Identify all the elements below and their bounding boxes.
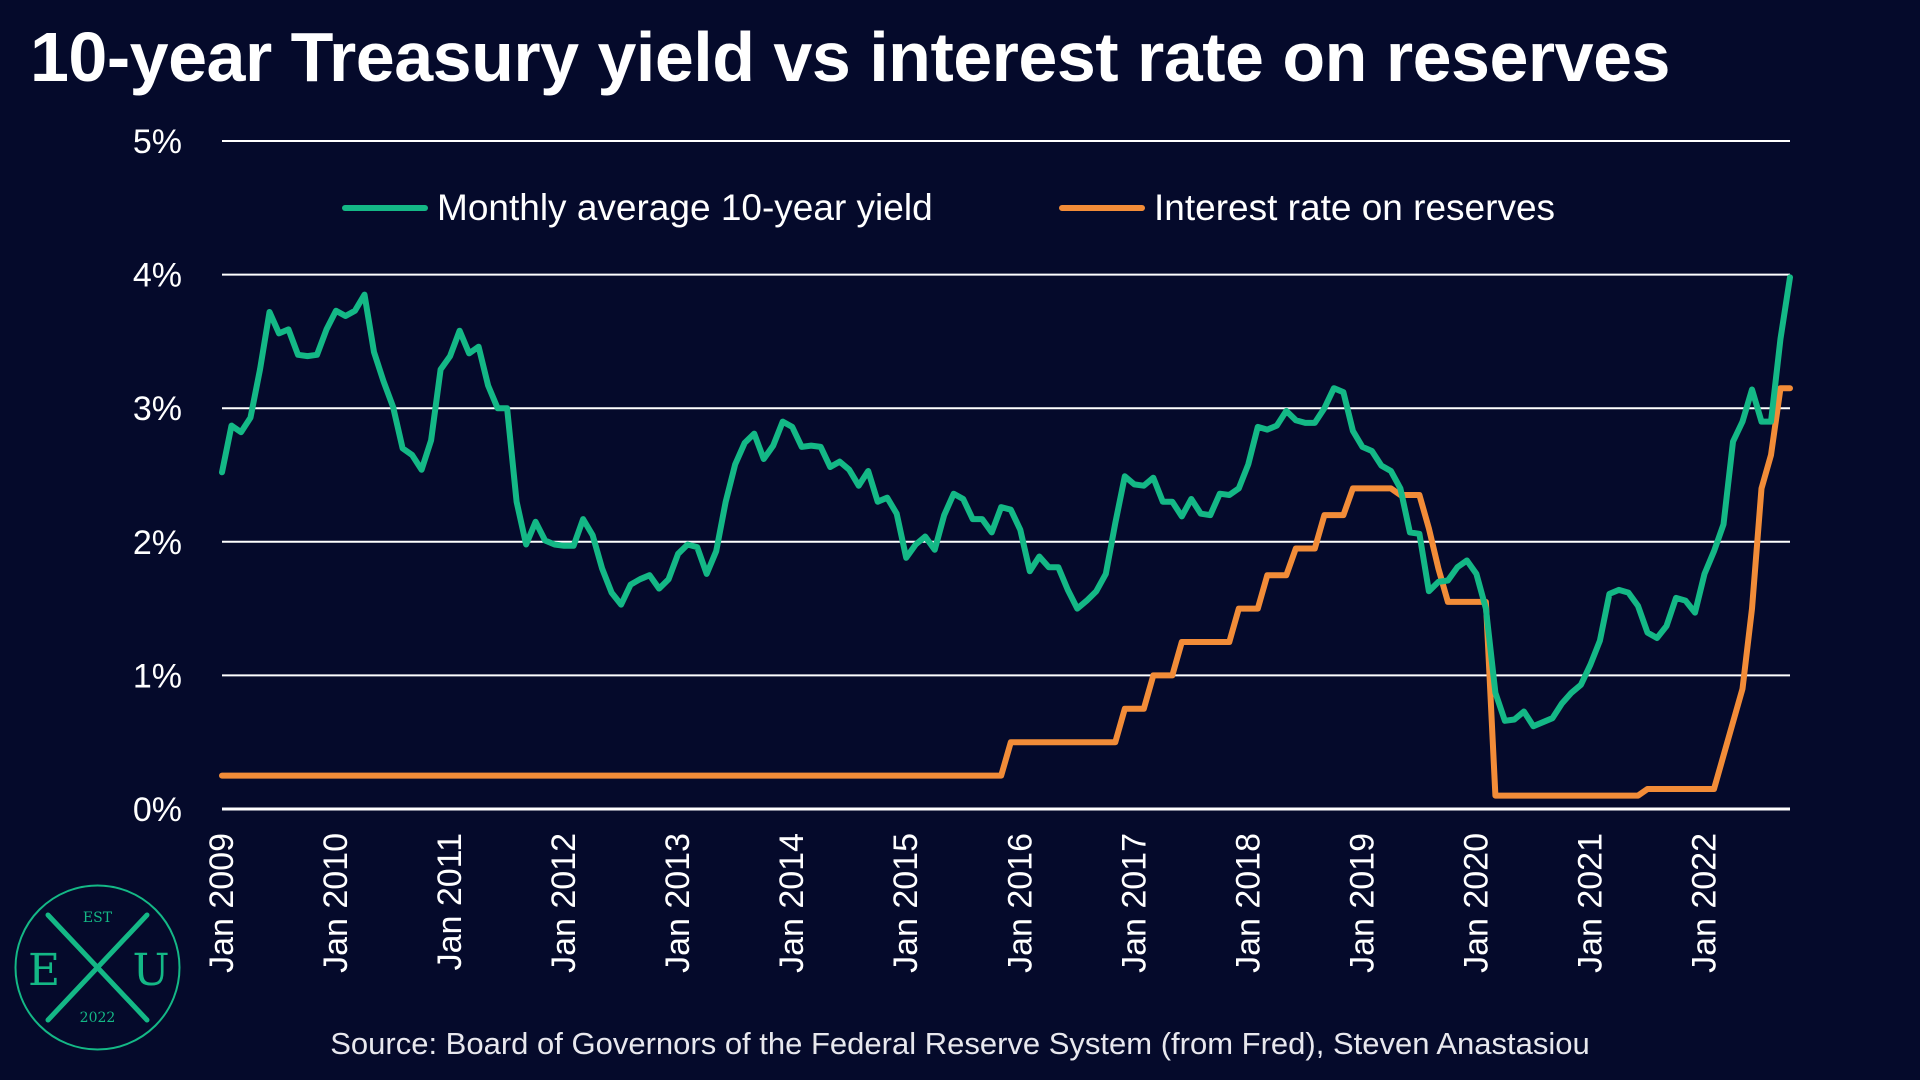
x-tick-label: Jan 2012 — [545, 833, 583, 973]
y-tick-label: 2% — [133, 524, 182, 562]
logo-sword-2 — [45, 912, 150, 1023]
x-tick-label: Jan 2018 — [1229, 833, 1267, 973]
x-tick-label: Jan 2011 — [431, 833, 469, 970]
x-tick-label: Jan 2016 — [1001, 833, 1039, 973]
logo-year: 2022 — [80, 1010, 116, 1026]
x-tick-label: Jan 2009 — [203, 833, 241, 973]
legend: Monthly average 10-year yield Interest ra… — [342, 187, 1555, 228]
x-tick-label: Jan 2019 — [1343, 833, 1381, 973]
y-tick-label: 5% — [133, 123, 182, 161]
x-tick-label: Jan 2017 — [1115, 833, 1153, 973]
y-tick-label: 3% — [133, 390, 182, 428]
y-axis-tick-labels: 0% 1% 2% 3% 4% 5% — [133, 123, 182, 829]
monthly-average-10-year-yield-line — [219, 274, 1793, 730]
source-note: Source: Board of Governors of the Federa… — [330, 1026, 1590, 1061]
x-tick-label: Jan 2010 — [317, 833, 355, 973]
y-tick-label: 0% — [133, 791, 182, 829]
y-tick-label: 4% — [133, 257, 182, 295]
x-tick-label: Jan 2021 — [1571, 833, 1609, 973]
logo-est: EST — [83, 910, 113, 926]
legend-label: Interest rate on reserves — [1154, 187, 1555, 228]
interest-rate-on-reserves-line — [219, 385, 1793, 799]
logo-letter-u: U — [132, 945, 169, 996]
x-tick-label: Jan 2013 — [659, 833, 697, 973]
exu-logo: EST E U 2022 — [14, 884, 181, 1051]
x-axis-tick-labels: Jan 2009 Jan 2010 Jan 2011 Jan 2012 Jan 2013… — [203, 833, 1723, 973]
x-tick-label: Jan 2022 — [1685, 833, 1723, 973]
logo-letter-e: E — [28, 945, 60, 996]
x-tick-label: Jan 2015 — [887, 833, 925, 973]
x-tick-label: Jan 2014 — [773, 833, 811, 973]
x-tick-label: Jan 2020 — [1457, 833, 1495, 973]
series-lines — [219, 274, 1793, 799]
y-tick-label: 1% — [133, 657, 182, 695]
legend-label: Monthly average 10-year yield — [437, 187, 933, 228]
gridlines — [222, 140, 1790, 811]
chart-title: 10-year Treasury yield vs interest rate … — [30, 18, 1670, 96]
logo-ring — [14, 884, 181, 1051]
